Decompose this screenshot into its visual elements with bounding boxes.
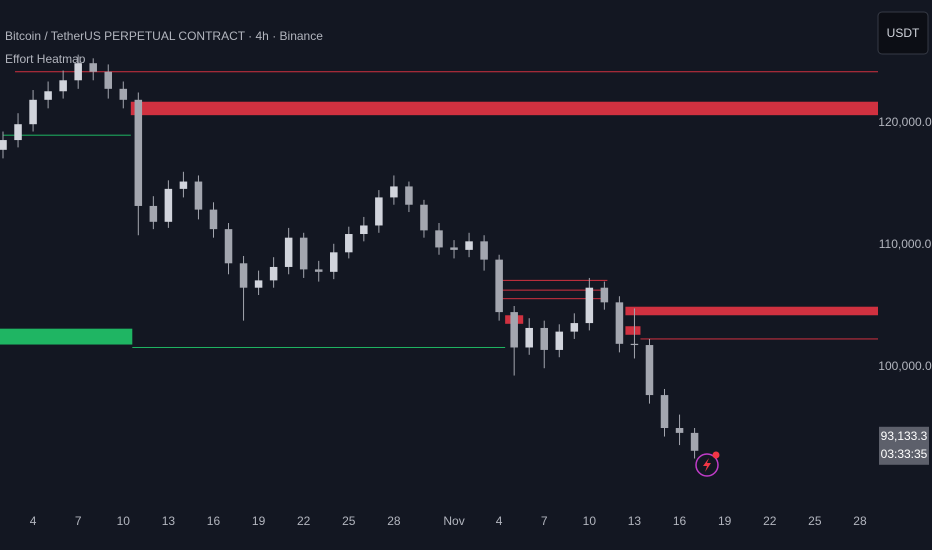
x-tick-label: 16 bbox=[673, 514, 687, 528]
candle-body bbox=[330, 252, 338, 272]
candle-body bbox=[690, 432, 699, 451]
x-tick-label: 25 bbox=[342, 514, 356, 528]
heatmap-zone bbox=[0, 328, 133, 345]
heatmap-zone bbox=[625, 306, 878, 316]
x-tick-label: 19 bbox=[718, 514, 732, 528]
candle-body bbox=[299, 237, 308, 270]
candle-body bbox=[480, 241, 488, 260]
y-tick-label: 100,000.0 bbox=[878, 359, 932, 373]
heatmap-zone bbox=[502, 298, 608, 300]
candle-body bbox=[269, 266, 278, 281]
heatmap-zone bbox=[640, 338, 878, 340]
price-label: 93,133.3 bbox=[881, 429, 928, 443]
candle-body bbox=[585, 287, 594, 324]
candle-body bbox=[149, 205, 158, 222]
x-tick-label: 7 bbox=[541, 514, 548, 528]
candle-body bbox=[600, 287, 609, 303]
candle-body bbox=[675, 428, 684, 433]
x-tick-label: 28 bbox=[387, 514, 401, 528]
candle-body bbox=[284, 237, 293, 267]
x-tick-label: 28 bbox=[853, 514, 867, 528]
candle-body bbox=[254, 280, 263, 288]
candle-body bbox=[435, 230, 443, 248]
candle-body bbox=[0, 140, 7, 150]
x-tick-label: 19 bbox=[252, 514, 266, 528]
candle-body bbox=[375, 197, 383, 226]
candle-body bbox=[495, 259, 503, 313]
candle-body bbox=[89, 63, 97, 72]
x-tick-label: 16 bbox=[207, 514, 221, 528]
candle-body bbox=[345, 234, 353, 253]
candle-body bbox=[420, 204, 428, 231]
alert-icon bbox=[695, 451, 720, 477]
candle-body bbox=[450, 247, 458, 250]
candle-body bbox=[239, 263, 248, 288]
candle-body bbox=[390, 186, 398, 198]
candle-body bbox=[525, 327, 533, 348]
price-label-box bbox=[879, 426, 929, 465]
candle-body bbox=[360, 225, 368, 235]
candle-body bbox=[224, 229, 233, 264]
candle-body bbox=[540, 327, 548, 350]
candle-body bbox=[119, 88, 128, 100]
x-tick-label: Nov bbox=[443, 514, 464, 528]
heatmap-zone bbox=[132, 346, 506, 348]
x-tick-label: 4 bbox=[30, 514, 37, 528]
currency[interactable]: USDT bbox=[887, 26, 920, 40]
candle-body bbox=[555, 331, 564, 350]
candle-body bbox=[134, 99, 143, 206]
x-tick-label: 10 bbox=[583, 514, 597, 528]
chart-title: Bitcoin / TetherUS PERPETUAL CONTRACT · … bbox=[5, 29, 323, 43]
x-tick-label: 22 bbox=[763, 514, 777, 528]
candle-body bbox=[465, 241, 473, 250]
candle-body bbox=[209, 209, 218, 230]
indicator-name: Effort Heatmap bbox=[5, 52, 86, 66]
candle-body bbox=[44, 91, 52, 100]
x-tick-label: 10 bbox=[117, 514, 131, 528]
y-tick-label: 120,000.0 bbox=[878, 115, 932, 129]
candle-body bbox=[645, 345, 654, 396]
heatmap-zone bbox=[625, 326, 641, 335]
candle-body bbox=[630, 343, 639, 346]
heatmap-zone bbox=[502, 289, 608, 291]
x-tick-label: 22 bbox=[297, 514, 311, 528]
candle-body bbox=[314, 269, 323, 272]
x-tick-label: 13 bbox=[162, 514, 176, 528]
candle-body bbox=[405, 186, 413, 205]
candle-body bbox=[660, 395, 669, 429]
candle-body bbox=[104, 71, 113, 89]
currency-box[interactable] bbox=[877, 11, 929, 55]
candle-body bbox=[615, 302, 624, 344]
heatmap-zone bbox=[502, 279, 608, 281]
candle-body bbox=[29, 99, 37, 125]
candle-body bbox=[179, 181, 188, 189]
heatmap-zone bbox=[130, 101, 878, 116]
candle-body bbox=[570, 323, 579, 332]
y-tick-label: 110,000.0 bbox=[879, 237, 932, 251]
candle-body bbox=[59, 80, 67, 92]
heatmap-zone bbox=[15, 71, 879, 73]
candle-body bbox=[164, 188, 173, 222]
candle-body bbox=[510, 312, 518, 348]
x-tick-label: 13 bbox=[628, 514, 642, 528]
candle-body bbox=[14, 124, 22, 141]
x-tick-label: 7 bbox=[75, 514, 82, 528]
countdown: 03:33:35 bbox=[881, 447, 928, 461]
candle-body bbox=[74, 63, 82, 81]
candle-body bbox=[194, 181, 203, 210]
x-tick-label: 25 bbox=[808, 514, 822, 528]
heatmap-zone bbox=[3, 134, 131, 136]
x-tick-label: 4 bbox=[496, 514, 503, 528]
